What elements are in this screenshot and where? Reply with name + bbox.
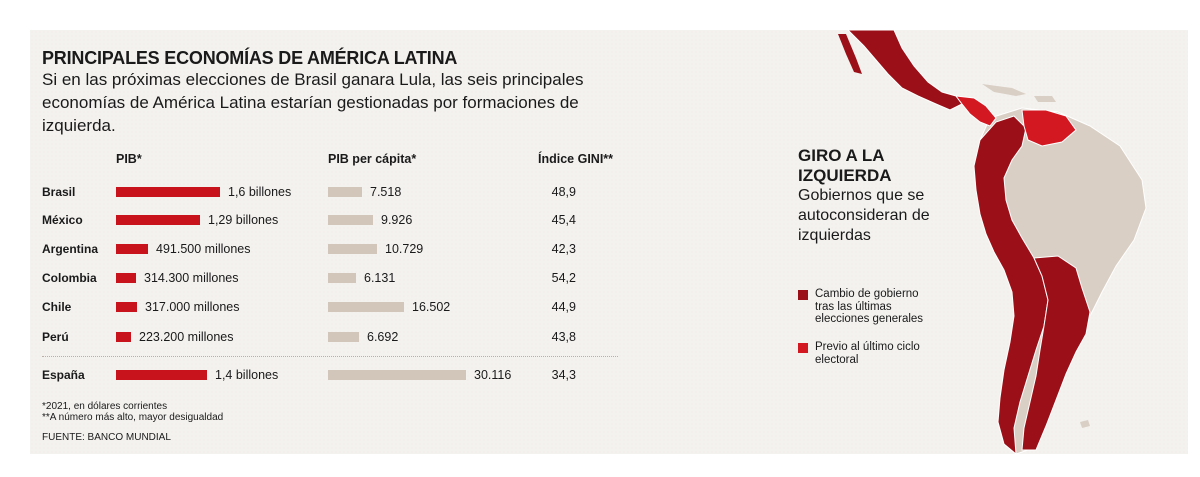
map-central-america bbox=[954, 95, 997, 127]
country-label-chile: Chile bbox=[42, 300, 72, 314]
pib-bar-brasil bbox=[116, 187, 220, 197]
map-baja bbox=[838, 34, 862, 74]
column-header-gini: Índice GINI** bbox=[538, 152, 614, 166]
per-capita-value-peru: 6.692 bbox=[367, 330, 399, 344]
country-label-colombia: Colombia bbox=[42, 271, 97, 285]
gini-value-mexico: 45,4 bbox=[551, 213, 576, 227]
per-capita-bar-espana bbox=[328, 370, 466, 380]
pib-value-chile: 317.000 millones bbox=[145, 300, 240, 314]
per-capita-bar-argentina bbox=[328, 244, 377, 254]
map-hispaniola bbox=[1034, 96, 1056, 102]
map-colombia-peru-chile bbox=[973, 115, 1049, 454]
pib-value-espana: 1,4 billones bbox=[215, 368, 279, 382]
footnotes: *2021, en dólares corrientes **A número … bbox=[42, 401, 223, 423]
table-separator bbox=[42, 356, 618, 357]
pib-bar-peru bbox=[116, 332, 131, 342]
map-venezuela bbox=[1021, 109, 1077, 147]
footnote-2: **A número más alto, mayor desigualdad bbox=[42, 412, 224, 423]
map-falklands bbox=[1080, 420, 1090, 428]
column-header-per-capita: PIB per cápita* bbox=[328, 152, 417, 166]
map-mexico bbox=[847, 30, 963, 111]
pib-value-brasil: 1,6 billones bbox=[228, 185, 292, 199]
pib-value-argentina: 491.500 millones bbox=[156, 242, 251, 256]
pib-bar-chile bbox=[116, 302, 137, 312]
gini-value-colombia: 54,2 bbox=[551, 271, 576, 285]
legend-swatch-previous-cycle bbox=[798, 343, 808, 353]
gini-value-argentina: 42,3 bbox=[551, 242, 576, 256]
pib-value-peru: 223.200 millones bbox=[139, 330, 234, 344]
gini-value-brasil: 48,9 bbox=[551, 185, 576, 199]
country-label-argentina: Argentina bbox=[42, 242, 99, 256]
country-label-espana: España bbox=[42, 368, 85, 382]
per-capita-value-colombia: 6.131 bbox=[364, 271, 396, 285]
country-label-peru: Perú bbox=[42, 330, 69, 344]
per-capita-bar-colombia bbox=[328, 273, 356, 283]
legend-item-previous-cycle: Previo al último ciclo electoral bbox=[798, 341, 928, 369]
legend-label-recent-change: Cambio de gobierno tras las últimas elec… bbox=[815, 288, 924, 325]
legend-swatch-recent-change bbox=[798, 290, 808, 300]
map-argentina-bolivia bbox=[1021, 255, 1091, 451]
gini-value-espana: 34,3 bbox=[551, 368, 576, 382]
per-capita-value-brasil: 7.518 bbox=[370, 185, 402, 199]
pib-bar-colombia bbox=[116, 273, 136, 283]
chart-subtitle: Si en las próximas elecciones de Brasil … bbox=[42, 70, 584, 135]
per-capita-value-espana: 30.116 bbox=[474, 368, 512, 382]
gini-value-chile: 44,9 bbox=[551, 300, 576, 314]
per-capita-value-chile: 16.502 bbox=[412, 300, 451, 314]
infographic-panel: PRINCIPALES ECONOMÍAS DE AMÉRICA LATINA … bbox=[30, 30, 1188, 454]
source-note: FUENTE: BANCO MUNDIAL bbox=[42, 432, 171, 443]
per-capita-value-argentina: 10.729 bbox=[385, 242, 424, 256]
per-capita-bar-mexico bbox=[328, 215, 373, 225]
pib-bar-argentina bbox=[116, 244, 148, 254]
chart-title: PRINCIPALES ECONOMÍAS DE AMÉRICA LATINA bbox=[42, 48, 458, 68]
per-capita-bar-chile bbox=[328, 302, 404, 312]
per-capita-value-mexico: 9.926 bbox=[381, 213, 413, 227]
map-cuba bbox=[982, 84, 1026, 96]
legend-label-previous-cycle: Previo al último ciclo electoral bbox=[815, 341, 920, 366]
gini-value-peru: 43,8 bbox=[551, 330, 576, 344]
side-subtitle: Gobiernos que se autoconsideran de izqui… bbox=[798, 187, 930, 244]
pib-bar-espana bbox=[116, 370, 207, 380]
country-label-mexico: México bbox=[42, 213, 83, 227]
column-header-pib: PIB* bbox=[116, 152, 142, 166]
pib-bar-mexico bbox=[116, 215, 200, 225]
per-capita-bar-peru bbox=[328, 332, 359, 342]
side-title: GIRO A LA IZQUIERDA bbox=[798, 146, 892, 185]
pib-value-colombia: 314.300 millones bbox=[144, 271, 239, 285]
footnote-1: *2021, en dólares corrientes bbox=[42, 401, 168, 412]
pib-value-mexico: 1,29 billones bbox=[208, 213, 279, 227]
per-capita-bar-brasil bbox=[328, 187, 362, 197]
legend-item-recent-change: Cambio de gobierno tras las últimas elec… bbox=[798, 288, 928, 328]
country-label-brasil: Brasil bbox=[42, 185, 76, 199]
latin-america-map bbox=[838, 30, 1147, 454]
